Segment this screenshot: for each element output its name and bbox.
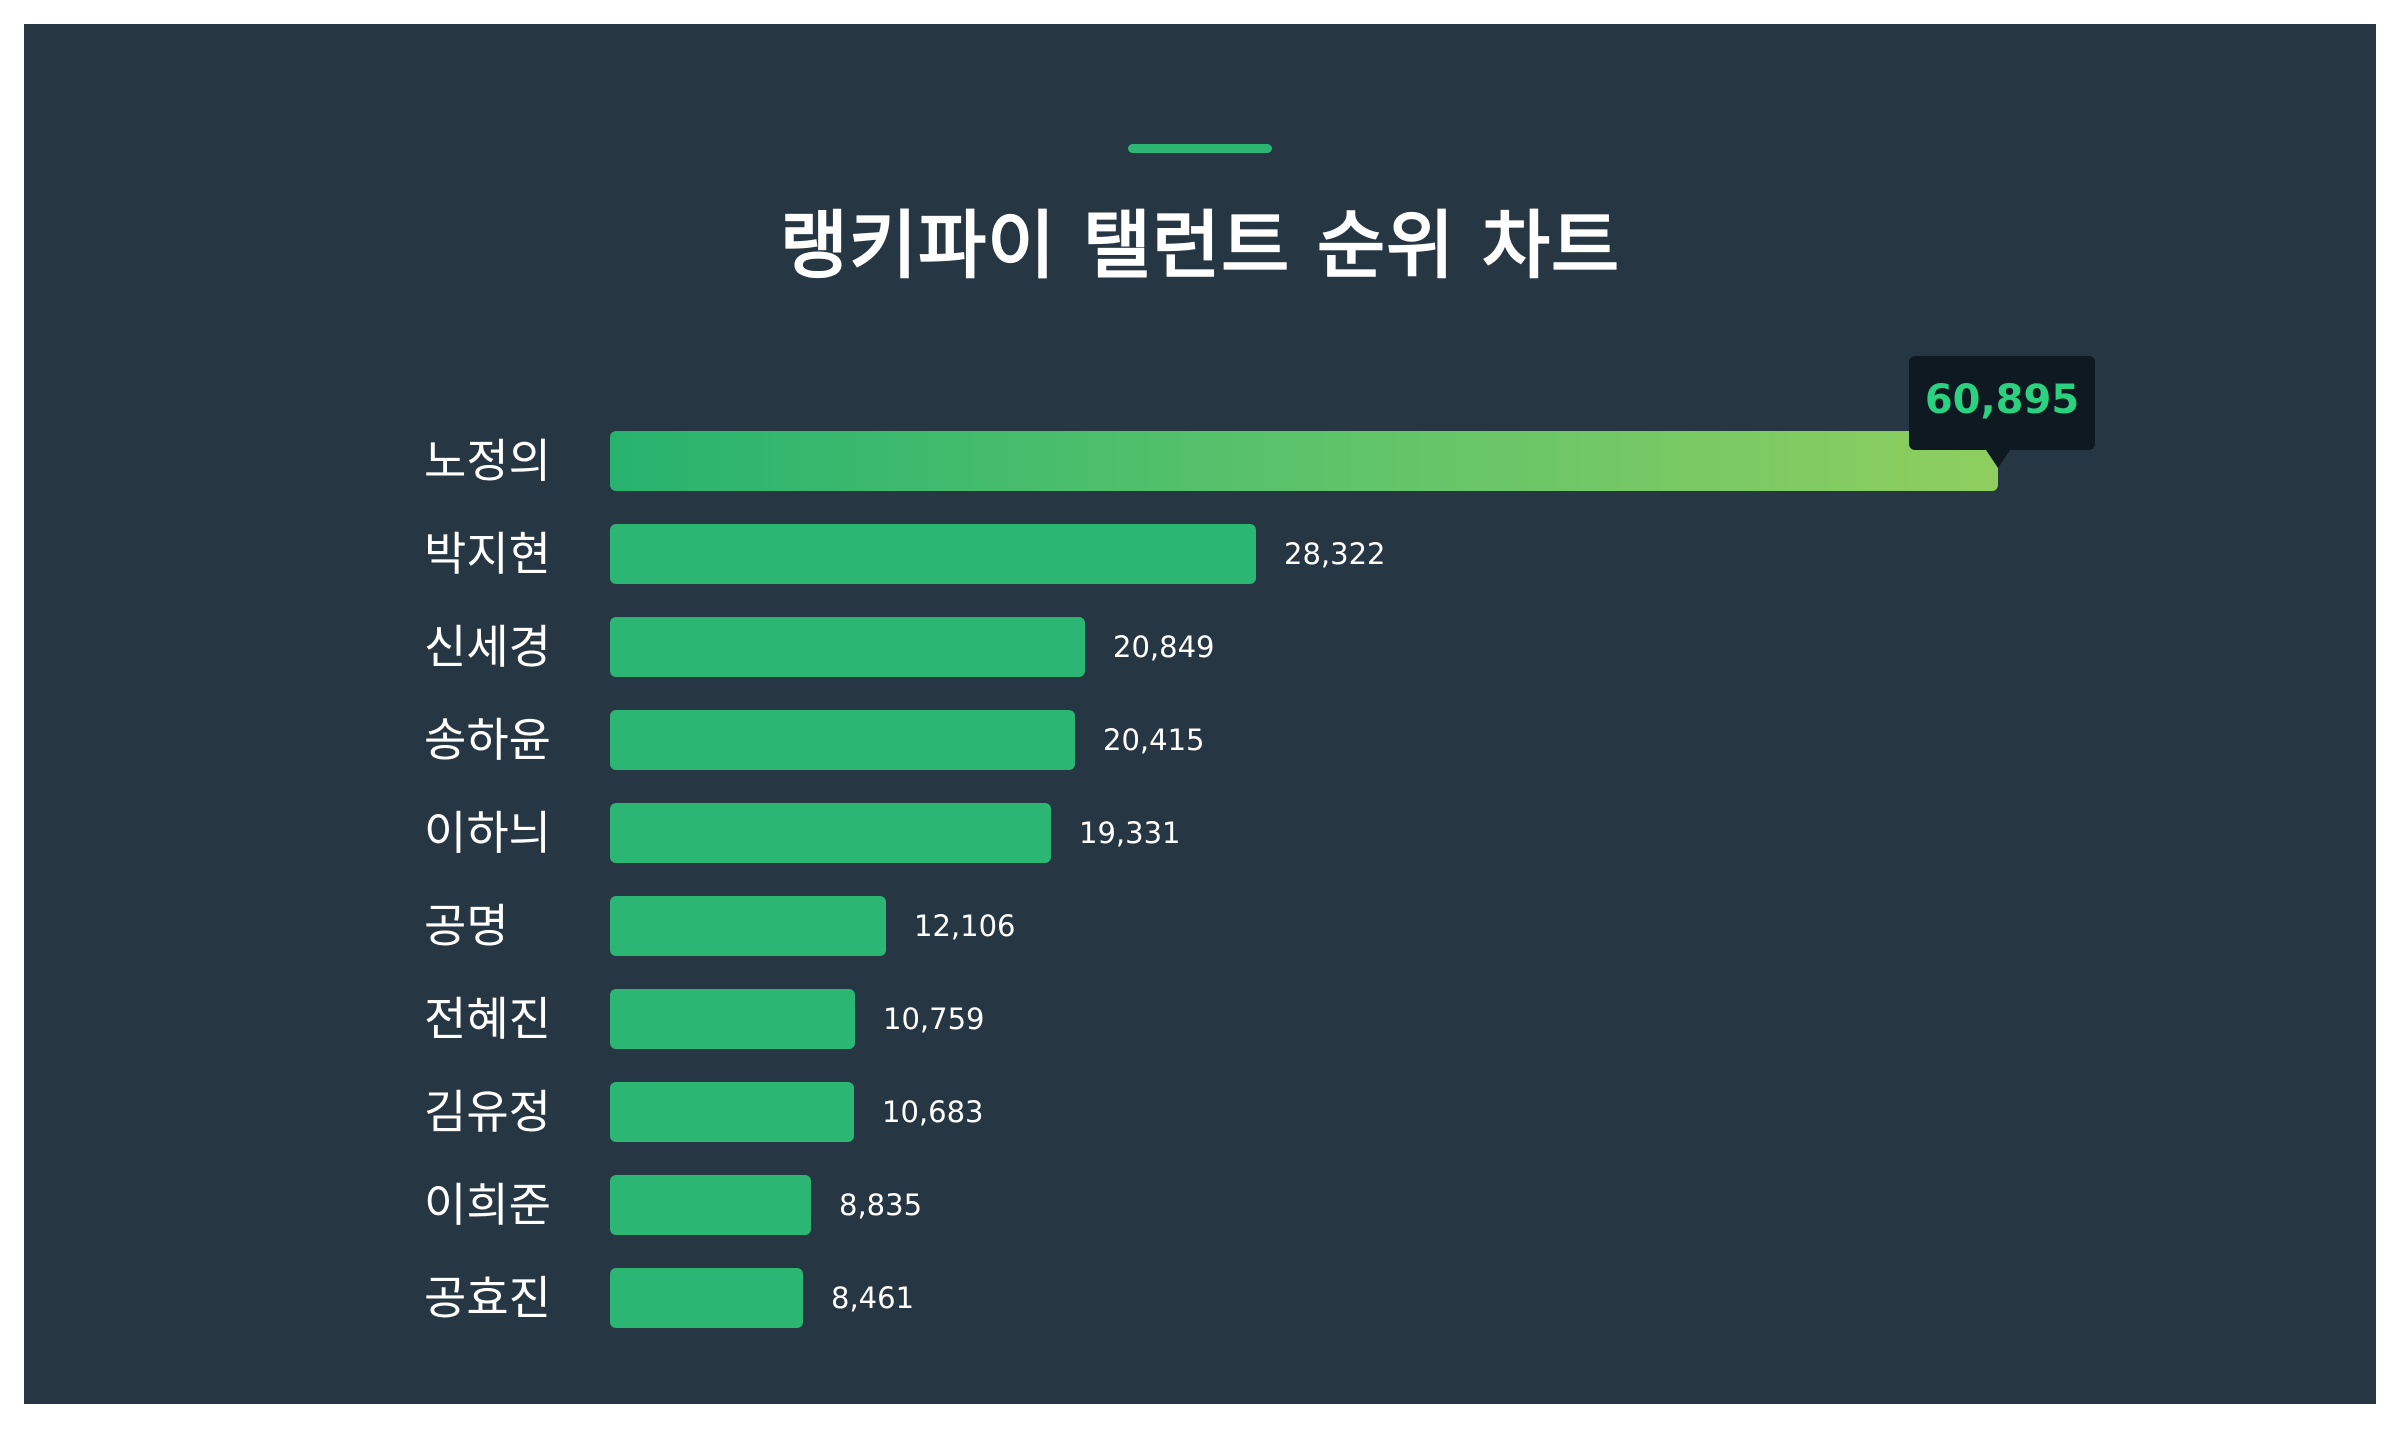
category-label: 공명 xyxy=(424,899,509,953)
value-label: 20,415 xyxy=(1103,723,1205,757)
chart-title: 랭키파이 탤런트 순위 차트 xyxy=(779,203,1621,289)
bar-6 xyxy=(610,896,886,956)
value-label: 12,106 xyxy=(914,909,1016,943)
value-label: 20,849 xyxy=(1113,630,1215,664)
bar-10 xyxy=(610,1268,803,1328)
category-label: 노정의 xyxy=(424,434,551,488)
category-label: 이희준 xyxy=(424,1178,551,1232)
bar-5 xyxy=(610,803,1051,863)
bar-7 xyxy=(610,989,855,1049)
value-label: 8,461 xyxy=(831,1281,915,1315)
bar-3 xyxy=(610,617,1085,677)
bar-9 xyxy=(610,1175,811,1235)
value-tooltip: 60,895 xyxy=(1909,356,2095,450)
value-label: 8,835 xyxy=(839,1188,923,1222)
value-label: 10,683 xyxy=(882,1095,984,1129)
category-label: 김유정 xyxy=(424,1085,551,1139)
category-label: 공효진 xyxy=(424,1271,551,1325)
title-accent-line xyxy=(1128,144,1272,153)
value-label: 28,322 xyxy=(1284,537,1386,571)
tooltip-arrow xyxy=(1986,450,2010,468)
category-label: 이하늬 xyxy=(424,806,551,860)
bar-4 xyxy=(610,710,1075,770)
category-label: 송하윤 xyxy=(424,713,551,767)
category-label: 박지현 xyxy=(424,527,551,581)
category-label: 신세경 xyxy=(424,620,551,674)
value-label: 19,331 xyxy=(1079,816,1181,850)
bar-8 xyxy=(610,1082,854,1142)
category-label: 전혜진 xyxy=(424,992,551,1046)
bar-2 xyxy=(610,524,1256,584)
value-label: 10,759 xyxy=(883,1002,985,1036)
chart-panel xyxy=(24,24,2376,1404)
bar-1 xyxy=(610,431,1998,491)
